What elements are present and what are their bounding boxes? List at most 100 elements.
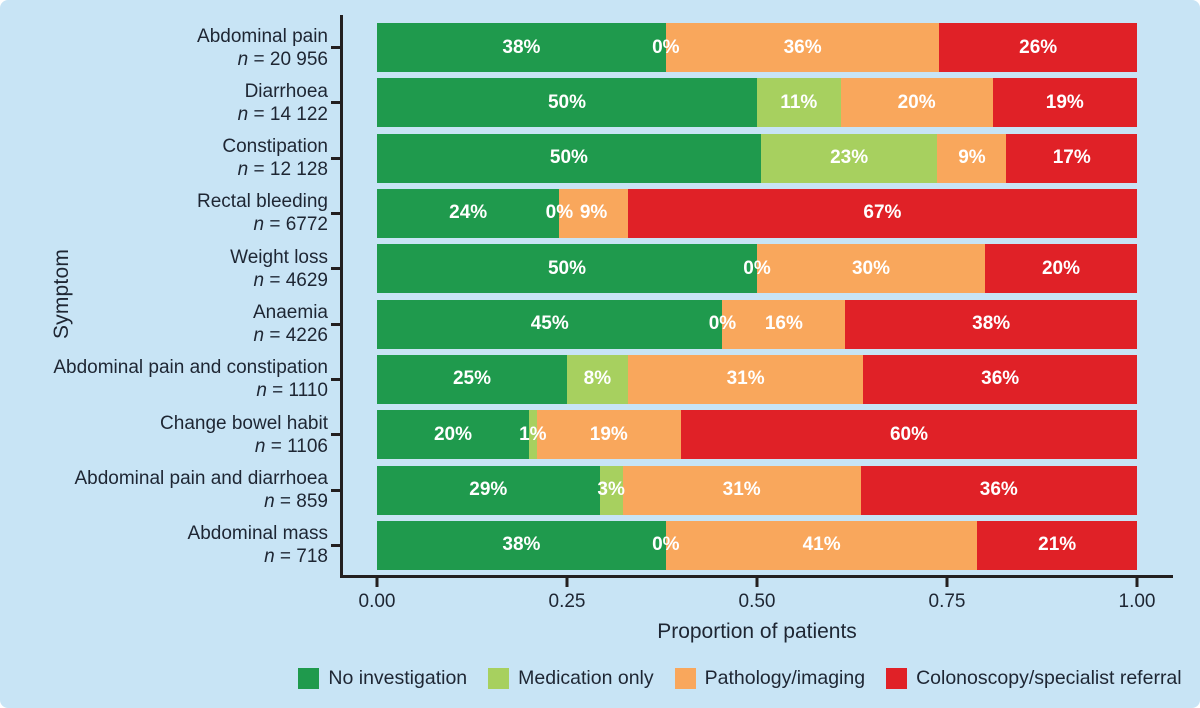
bar-rows: 38% 0% 36% 26% 50% 11% 20% 19% 50% 23% 9% 17% 24% 0% 9… — [377, 23, 1137, 570]
bar-value-label: 38% — [502, 36, 541, 58]
x-tick-label: 0.00 — [358, 591, 396, 612]
bar-segment — [977, 520, 1137, 570]
category-label: Change bowel habit n = 1106 — [16, 410, 328, 459]
bar-row: 50% 11% 20% 19% — [377, 78, 1137, 128]
y-tick-mark — [331, 211, 340, 215]
bar-segment — [377, 410, 529, 460]
category-label: Abdominal pain and diarrhoea n = 859 — [16, 466, 328, 515]
plot-panel — [340, 15, 1173, 578]
category-n-count: n = 6772 — [253, 214, 329, 236]
bar-value-label: 16% — [764, 313, 803, 335]
y-tick-mark — [331, 101, 340, 105]
legend-label: Colonoscopy/specialist referral — [916, 666, 1182, 689]
category-n-count: n = 1106 — [254, 435, 328, 457]
bar-segment — [760, 133, 938, 183]
bar-segment — [622, 465, 861, 515]
bar-value-label: 20% — [1041, 257, 1081, 279]
bar-value-label: 0% — [708, 313, 737, 335]
bar-segment — [722, 299, 846, 349]
bar-segment — [377, 354, 567, 404]
bar-row: 29% 3% 31% 36% — [377, 465, 1137, 515]
legend-item: Medication only — [488, 667, 654, 690]
legend-item: Colonoscopy/specialist referral — [886, 667, 1182, 690]
bar-segment — [665, 520, 978, 570]
legend-swatch — [488, 667, 510, 689]
bar-row: 38% 0% 36% 26% — [377, 23, 1137, 72]
bar-segment — [757, 244, 985, 294]
category-name: Weight loss — [230, 246, 328, 268]
bar-segment — [377, 520, 666, 570]
category-name: Rectal bleeding — [197, 191, 328, 213]
y-tick-mark — [331, 156, 340, 160]
category-label: Anaemia n = 4226 — [16, 300, 328, 349]
category-label: Constipation n = 12 128 — [16, 134, 328, 183]
bar-segment — [665, 23, 940, 72]
bar-value-label: 23% — [830, 147, 869, 169]
bar-value-label: 41% — [802, 534, 841, 556]
category-label: Diarrhoea n = 14 122 — [16, 78, 328, 127]
bar-value-label: 26% — [1019, 36, 1058, 58]
bar-value-label: 25% — [452, 368, 492, 390]
x-tick-label: 0.75 — [928, 591, 966, 612]
bar-value-label: 30% — [851, 257, 891, 279]
bar-value-label: 36% — [981, 368, 1020, 390]
bar-segment — [860, 465, 1137, 515]
bar-segment — [536, 410, 681, 460]
bar-row: 38% 0% 41% 21% — [377, 520, 1137, 570]
bar-value-label: 20% — [897, 91, 936, 113]
bar-segment — [1006, 133, 1137, 183]
bar-segment — [992, 78, 1137, 128]
category-label: Abdominal mass n = 718 — [16, 521, 328, 570]
bar-value-label: 31% — [726, 368, 765, 390]
category-name: Constipation — [222, 136, 328, 158]
legend-item: No investigation — [298, 667, 467, 690]
legend-swatch — [674, 667, 696, 689]
bar-segment — [559, 188, 628, 238]
legend-swatch — [886, 667, 908, 689]
bar-value-label: 9% — [958, 147, 986, 169]
category-name: Change bowel habit — [160, 412, 328, 434]
bar-value-label: 9% — [579, 202, 608, 224]
bar-segment — [377, 78, 757, 128]
bar-value-label: 67% — [863, 202, 902, 224]
bar-value-label: 19% — [589, 423, 628, 445]
bar-value-label: 21% — [1038, 534, 1077, 556]
bar-segment — [377, 244, 757, 294]
bar-value-label: 24% — [449, 202, 488, 224]
bar-segment — [567, 354, 628, 404]
bar-segment — [599, 465, 623, 515]
category-labels: Abdominal pain n = 20 956 Diarrhoea n = 14 … — [16, 23, 328, 570]
bar-segment — [757, 78, 841, 128]
bar-segment — [529, 410, 537, 460]
bar-segment — [377, 465, 600, 515]
bar-value-label: 31% — [722, 479, 761, 501]
bar-row: 24% 0% 9% 67% — [377, 188, 1137, 238]
category-name: Abdominal mass — [187, 523, 328, 545]
x-tick-mark — [565, 578, 569, 587]
category-n-count: n = 1110 — [256, 380, 328, 402]
bar-value-label: 11% — [780, 91, 818, 113]
y-tick-mark — [331, 46, 340, 49]
category-n-count: n = 4226 — [253, 325, 329, 347]
bar-value-label: 1% — [519, 423, 547, 445]
category-name: Abdominal pain — [197, 25, 328, 47]
y-tick-mark — [331, 433, 340, 437]
y-tick-mark — [331, 322, 340, 326]
bar-value-label: 17% — [1052, 147, 1091, 169]
bar-segment — [377, 299, 723, 349]
bar-segment — [377, 188, 560, 238]
bar-row: 20% 1% 19% 60% — [377, 410, 1137, 460]
bar-row: 25% 8% 31% 36% — [377, 354, 1137, 404]
bar-value-label: 38% — [972, 313, 1011, 335]
bar-row: 45% 0% 16% 38% — [377, 299, 1137, 349]
bar-value-label: 19% — [1045, 91, 1084, 113]
x-tick-mark — [375, 578, 379, 587]
chart-legend: No investigation Medication only Pathology… — [298, 662, 1182, 694]
legend-swatch — [298, 667, 320, 689]
legend-item: Pathology/imaging — [674, 667, 865, 690]
y-tick-mark — [331, 267, 340, 271]
category-label: Abdominal pain n = 20 956 — [16, 23, 328, 72]
x-axis: 0.00 0.25 0.50 0.75 1.00 — [359, 578, 1155, 618]
bar-value-label: 29% — [469, 479, 508, 501]
